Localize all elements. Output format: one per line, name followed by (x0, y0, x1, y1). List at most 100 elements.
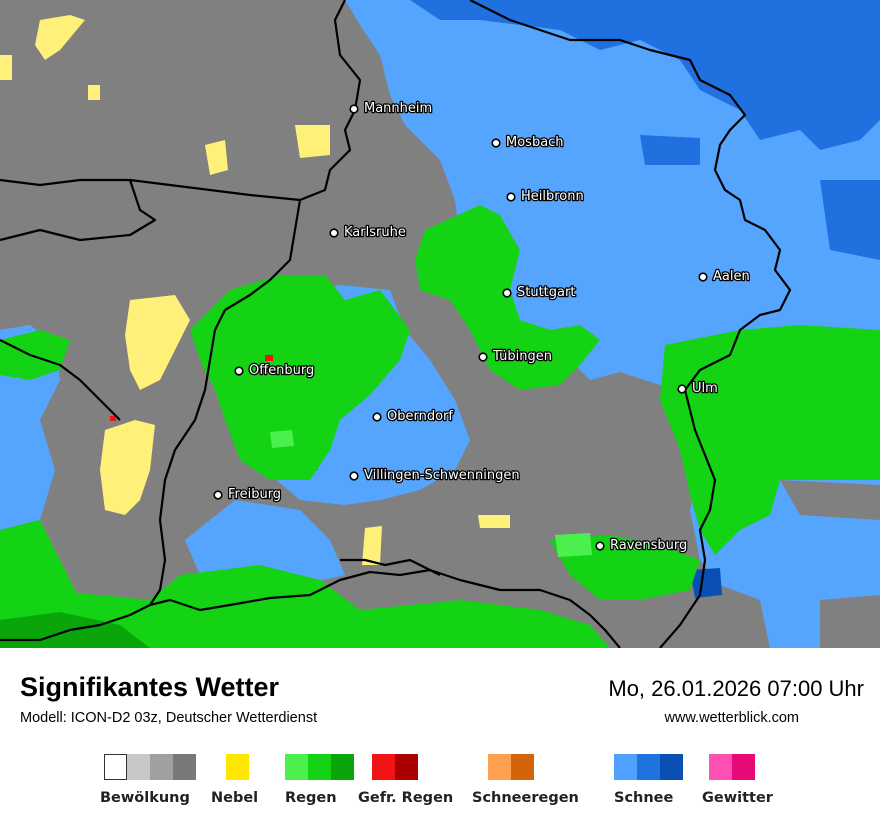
city-dot (478, 352, 488, 362)
city-markers: Mannheim Mosbach Heilbronn Karlsruhe Aal… (213, 100, 751, 554)
snow-dark-north (410, 0, 880, 150)
legend-swatch (488, 754, 511, 780)
city-dot (349, 104, 359, 114)
legend-swatch (150, 754, 173, 780)
city-dot (506, 192, 516, 202)
city-mannheim[interactable]: Mannheim (349, 100, 433, 117)
city-ulm[interactable]: Ulm (677, 380, 719, 397)
fog-patch-1 (125, 295, 190, 390)
fog-patch-2 (100, 420, 155, 515)
legend-label-cloud: Bewölkung (100, 790, 190, 806)
fog-patch-9 (88, 85, 100, 100)
rain-region-sw (0, 520, 80, 610)
city-offenburg[interactable]: Offenburg (234, 362, 316, 379)
city-label: Villingen-Schwenningen (364, 468, 520, 483)
legend-swatch (173, 754, 196, 780)
snow-dark-mid (640, 135, 700, 165)
freezing-rain-spot (265, 355, 273, 361)
city-label: Mosbach (506, 135, 564, 150)
city-dot (213, 490, 223, 500)
legend-swatch (660, 754, 683, 780)
legend-freezing-rain-swatches (372, 754, 418, 780)
city-dot (329, 228, 339, 238)
map-footer: Signifikantes Wetter Modell: ICON-D2 03z… (0, 648, 880, 830)
city-label: Heilbronn (521, 189, 584, 204)
freezing-rain-spot-2 (110, 416, 116, 421)
fog-patch-7 (362, 526, 382, 565)
fog-patch-4 (205, 140, 228, 175)
legend-swatch (511, 754, 534, 780)
city-dot (234, 366, 244, 376)
city-dot (491, 138, 501, 148)
city-aalen[interactable]: Aalen (698, 268, 751, 285)
snow-dark-east (820, 180, 880, 260)
snow-darker-spot (690, 568, 722, 598)
fog-patch-5 (295, 125, 330, 158)
city-heilbronn[interactable]: Heilbronn (506, 188, 585, 205)
fog-patch-6 (478, 515, 510, 528)
city-label: Mannheim (364, 101, 432, 116)
legend-swatch (732, 754, 755, 780)
forecast-datetime: Mo, 26.01.2026 07:00 Uhr (608, 676, 864, 701)
fog-patch-8 (0, 55, 12, 80)
legend-sleet-swatches (488, 754, 534, 780)
rain-region-nw (0, 330, 70, 380)
city-dot (595, 541, 605, 551)
legend-label-snow: Schnee (614, 790, 674, 806)
city-mosbach[interactable]: Mosbach (491, 134, 565, 151)
cloud-patch-east (780, 480, 880, 520)
legend-label-fog: Nebel (211, 790, 259, 806)
city-ravensburg[interactable]: Ravensburg (595, 537, 689, 554)
country-borders (0, 0, 792, 648)
legend-swatch (226, 754, 249, 780)
legend-label-freezing-rain: Gefr. Regen (358, 790, 454, 806)
cloud-patch-southeast (820, 595, 880, 648)
legend-swatch (127, 754, 150, 780)
city-villingen-schwenningen[interactable]: Villingen-Schwenningen (349, 467, 521, 484)
legend-swatch (331, 754, 354, 780)
city-dot (677, 384, 687, 394)
fog-patch-3 (35, 15, 85, 60)
legend-label-rain: Regen (285, 790, 337, 806)
legend-swatch (395, 754, 418, 780)
city-dot (698, 272, 708, 282)
city-tuebingen[interactable]: Tübingen (478, 348, 553, 365)
city-dot (372, 412, 382, 422)
map-canvas: Mannheim Mosbach Heilbronn Karlsruhe Aal… (0, 0, 880, 648)
city-label: Ulm (692, 381, 718, 396)
legend-fog-swatches (226, 754, 249, 780)
rain-region-west (190, 275, 410, 480)
legend-thunderstorm-swatches (709, 754, 755, 780)
legend-swatch (372, 754, 395, 780)
legend-swatch (285, 754, 308, 780)
legend-swatch (308, 754, 331, 780)
city-label: Offenburg (249, 363, 314, 378)
city-oberndorf[interactable]: Oberndorf (372, 408, 455, 425)
city-stuttgart[interactable]: Stuttgart (502, 284, 577, 301)
legend-rain-swatches (285, 754, 354, 780)
legend-label-sleet: Schneeregen (472, 790, 579, 806)
city-label: Stuttgart (517, 285, 575, 300)
snow-region-south (185, 500, 345, 585)
map-title: Signifikantes Wetter (20, 672, 280, 702)
city-karlsruhe[interactable]: Karlsruhe (329, 224, 407, 241)
legend-swatch (709, 754, 732, 780)
legend-snow-swatches (614, 754, 683, 780)
legend-cloud-swatches (104, 754, 196, 780)
city-label: Karlsruhe (344, 225, 406, 240)
city-label: Aalen (713, 269, 750, 284)
rain-light-spot-2 (270, 430, 294, 448)
legend-swatch (637, 754, 660, 780)
city-dot (502, 288, 512, 298)
rain-region-east (660, 325, 880, 555)
legend-swatch (614, 754, 637, 780)
city-dot (349, 471, 359, 481)
legend-swatch (104, 754, 127, 780)
website-link[interactable]: www.wetterblick.com (664, 710, 799, 726)
rain-region-south (0, 565, 610, 648)
weather-map: Mannheim Mosbach Heilbronn Karlsruhe Aal… (0, 0, 880, 648)
model-source: Modell: ICON-D2 03z, Deutscher Wetterdie… (20, 710, 318, 726)
city-label: Ravensburg (610, 538, 687, 553)
city-freiburg[interactable]: Freiburg (213, 486, 282, 503)
city-label: Oberndorf (387, 409, 453, 424)
